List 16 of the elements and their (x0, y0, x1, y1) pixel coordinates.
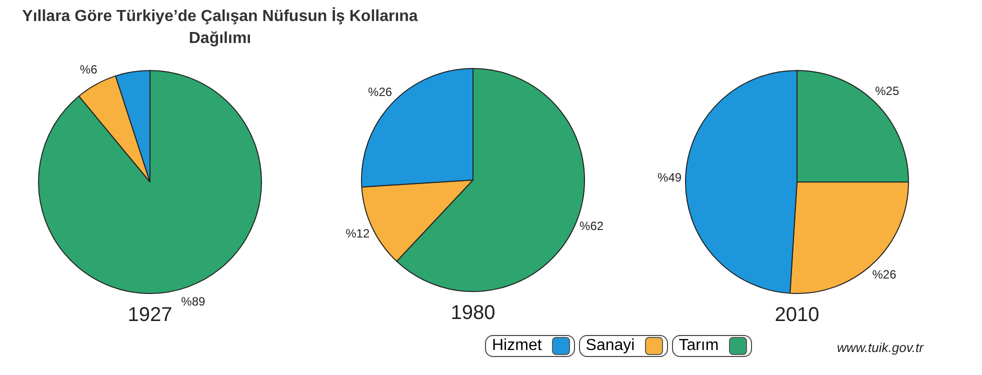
text: www.tuik.gov.tr (837, 340, 924, 355)
text: 1980 (450, 302, 496, 325)
data-label: %26 (872, 267, 897, 282)
data-label: %49 (658, 170, 682, 184)
data-label: %25 (875, 84, 900, 98)
legend-label: Tarım (678, 337, 719, 355)
legend-label: Hizmet (492, 337, 542, 355)
chart-title: Yıllara Göre Türkiye’de Çalışan Nüfusun İş Kollarına Dağılımı (21, 6, 419, 49)
legend-label: Sanayi (586, 337, 635, 355)
data-label: %89 (181, 294, 206, 308)
data-label: %62 (580, 219, 604, 234)
data-label: %26 (368, 85, 392, 100)
data-label: %6 (80, 62, 98, 77)
text: 2010 (774, 304, 820, 327)
data-label: %12 (346, 226, 370, 241)
text: 1927 (128, 304, 172, 326)
